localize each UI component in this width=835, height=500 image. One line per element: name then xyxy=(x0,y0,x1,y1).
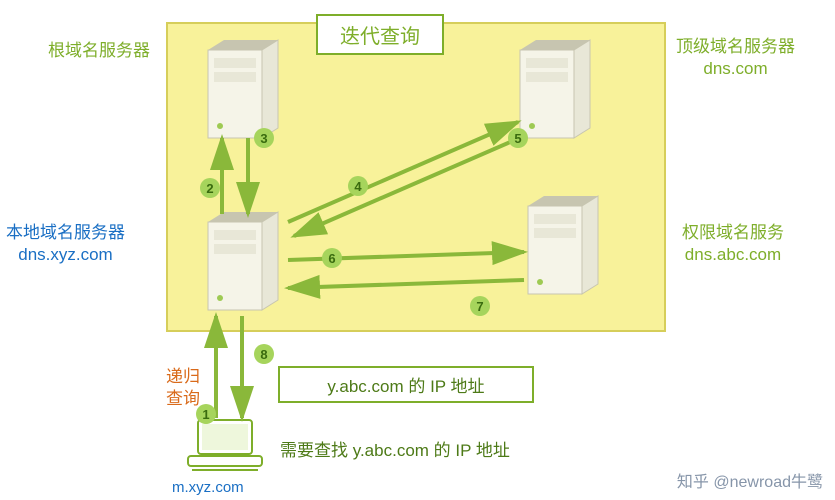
tld-server-label: 顶级域名服务器 dns.com xyxy=(676,36,795,80)
diagram-title: 迭代查询 xyxy=(340,26,420,48)
watermark: 知乎 @newroad牛鹭 xyxy=(677,468,823,492)
step-badge-4: 4 xyxy=(348,176,368,196)
step-badge-5: 5 xyxy=(508,128,528,148)
step-badge-6: 6 xyxy=(322,248,342,268)
iterative-query-area xyxy=(166,22,666,332)
local-server-label: 本地域名服务器 dns.xyz.com xyxy=(6,222,125,266)
step-badge-8: 8 xyxy=(254,344,274,364)
diagram-canvas: 迭代查询 xyxy=(0,0,835,500)
step-badge-3: 3 xyxy=(254,128,274,148)
step-badge-1: 1 xyxy=(196,404,216,424)
diagram-title-box: 迭代查询 xyxy=(316,14,444,55)
client-label: m.xyz.com xyxy=(172,478,244,498)
lookup-request-text: 需要查找 y.abc.com 的 IP 地址 xyxy=(280,440,510,462)
ip-result-box: y.abc.com 的 IP 地址 xyxy=(278,366,534,403)
auth-server-label: 权限域名服务 dns.abc.com xyxy=(682,222,784,266)
ip-result-text: y.abc.com 的 IP 地址 xyxy=(327,377,484,396)
recursive-query-label: 递归 查询 xyxy=(166,366,200,410)
step-badge-2: 2 xyxy=(200,178,220,198)
root-server-label: 根域名服务器 xyxy=(48,40,150,62)
step-badge-7: 7 xyxy=(470,296,490,316)
